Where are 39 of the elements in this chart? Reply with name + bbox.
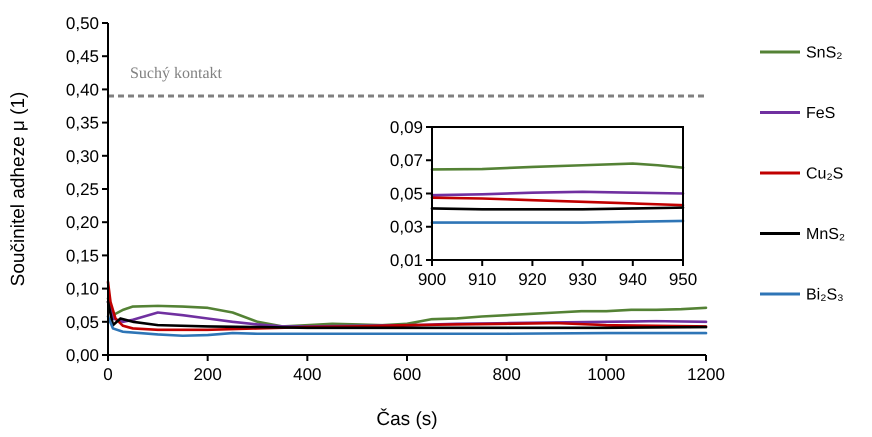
y-tick-label: 0,15 <box>66 246 99 266</box>
x-tick-label: 600 <box>392 365 422 384</box>
legend-label: SnS₂ <box>806 44 842 62</box>
y-tick-label: 0,35 <box>66 114 99 133</box>
y-tick-label: 0,09 <box>390 118 423 137</box>
y-tick-label: 0,05 <box>66 312 99 332</box>
line-series <box>106 315 708 338</box>
y-tick-label: 0,50 <box>66 14 99 33</box>
y-tick-label: 0,03 <box>390 218 423 237</box>
x-tick-label: 940 <box>618 270 647 289</box>
y-tick-label: 0,20 <box>66 213 99 232</box>
y-tick-label: 0,10 <box>66 280 99 299</box>
y-tick-label: 0,01 <box>390 250 423 270</box>
x-tick-label: 800 <box>492 365 521 384</box>
x-tick-label: 1200 <box>687 365 725 384</box>
x-axis-title: Čas (s) <box>376 408 438 430</box>
x-tick-label: 910 <box>468 270 496 289</box>
y-tick-label: 0,05 <box>390 184 423 204</box>
ref-line-label: Suchý kontakt <box>130 65 223 82</box>
legend-label: FeS <box>806 105 836 122</box>
line-series <box>430 196 684 206</box>
y-axis-title: Součinitel adheze μ (1) <box>8 92 29 286</box>
x-tick-label: 950 <box>668 270 698 289</box>
x-tick-label: 0 <box>103 365 113 384</box>
x-tick-label: 920 <box>518 270 547 289</box>
x-tick-label: 200 <box>193 365 222 384</box>
x-tick-label: 1000 <box>587 365 626 384</box>
legend-label: Cu₂S <box>806 166 844 183</box>
y-tick-label: 0,40 <box>66 80 99 100</box>
y-tick-label: 0,45 <box>66 47 99 66</box>
legend-label: MnS₂ <box>806 226 846 244</box>
legend-label: Bi₂S₃ <box>806 286 844 304</box>
y-tick-label: 0,25 <box>66 180 99 199</box>
x-tick-label: 400 <box>293 365 322 384</box>
y-tick-label: 0,07 <box>390 151 423 170</box>
x-tick-label: 900 <box>418 270 446 289</box>
y-tick-label: 0,30 <box>66 146 99 166</box>
x-tick-label: 930 <box>568 270 597 289</box>
y-tick-label: 0,00 <box>66 346 99 365</box>
